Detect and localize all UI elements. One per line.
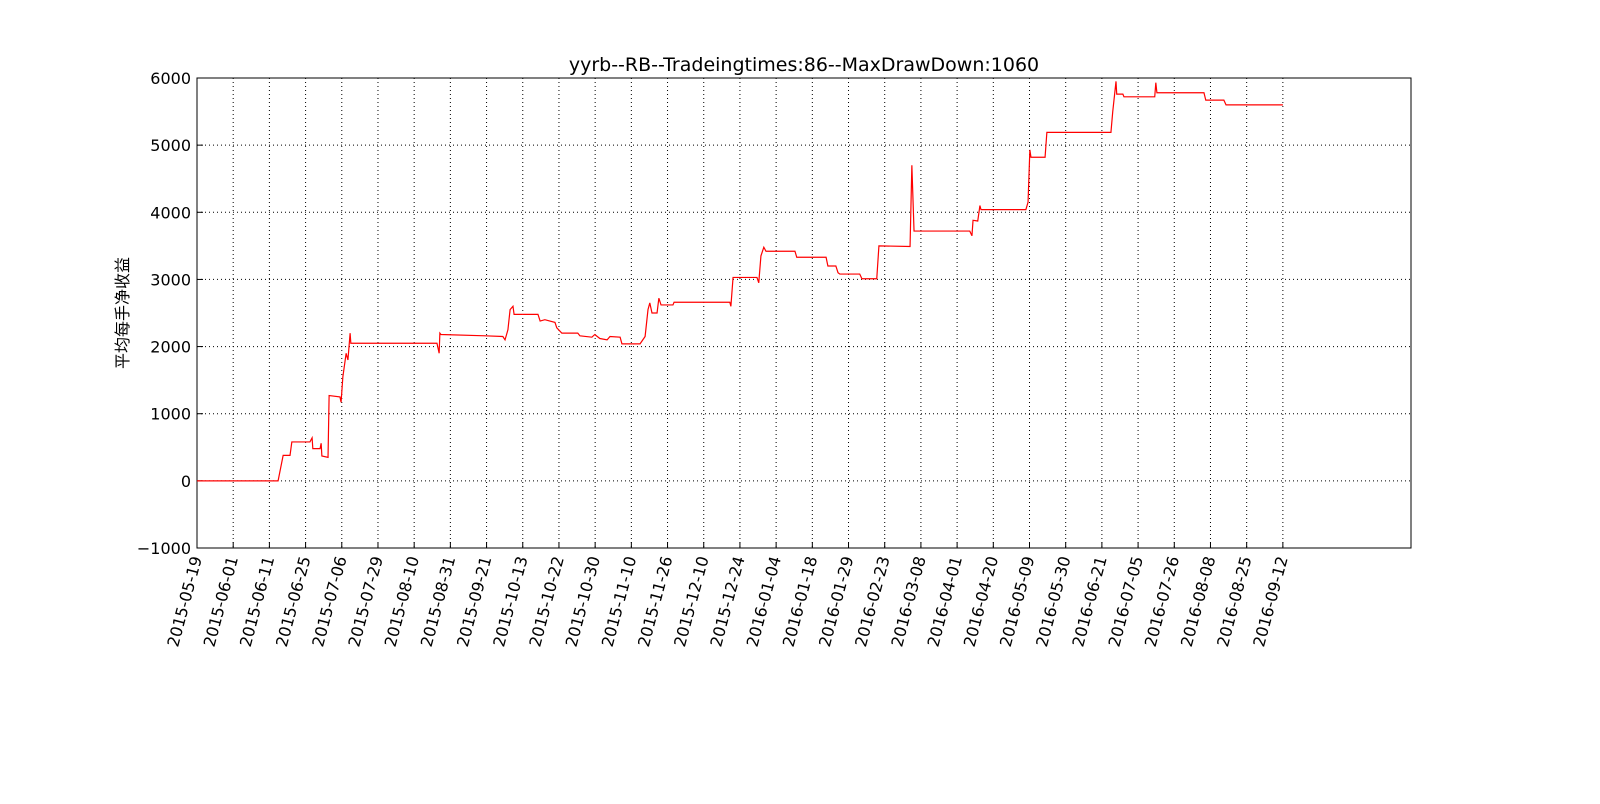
line-series — [197, 81, 1283, 482]
x-tick-label: 2015-10-13 — [489, 554, 531, 649]
x-tick-label: 2015-12-10 — [670, 554, 712, 649]
x-tick-label: 2016-08-08 — [1177, 554, 1219, 649]
x-tick-label: 2016-09-12 — [1249, 554, 1291, 649]
x-tick-label: 2015-09-21 — [453, 554, 495, 649]
x-tick-label: 2016-03-08 — [887, 554, 929, 649]
x-tick-label: 2015-07-29 — [344, 554, 386, 649]
x-tick-label: 2015-08-31 — [417, 554, 459, 649]
plot-frame — [196, 77, 1412, 549]
x-tick-label: 2016-08-25 — [1213, 554, 1255, 649]
x-tick-label: 2015-06-11 — [236, 554, 278, 649]
y-tick-label: −1000 — [137, 539, 191, 558]
x-tick-label: 2016-05-09 — [996, 554, 1038, 649]
x-tick-label: 2016-01-04 — [743, 554, 785, 649]
x-tick-label: 2016-07-26 — [1141, 554, 1183, 649]
x-tick-label: 2015-12-24 — [706, 554, 748, 649]
x-tick-label: 2015-10-30 — [562, 554, 604, 649]
x-tick-label: 2015-06-25 — [272, 554, 314, 649]
y-tick-label: 6000 — [150, 69, 191, 88]
x-tick-label: 2015-10-22 — [525, 554, 567, 649]
x-tick-label: 2015-11-10 — [598, 554, 640, 649]
x-tick-label: 2016-07-05 — [1105, 554, 1147, 649]
x-tick-label: 2016-04-20 — [960, 554, 1002, 649]
x-tick-label: 2015-08-10 — [381, 554, 423, 649]
x-tick-label: 2016-01-29 — [815, 554, 857, 649]
x-tick-label: 2016-06-21 — [1068, 554, 1110, 649]
x-tick-label: 2016-05-30 — [1032, 554, 1074, 649]
x-tick-label: 2016-04-01 — [924, 554, 966, 649]
y-tick-label: 4000 — [150, 203, 191, 222]
x-tick-label: 2015-06-01 — [200, 554, 242, 649]
y-axis-label: 平均每手净收益 — [113, 257, 132, 369]
y-tick-label: 2000 — [150, 338, 191, 357]
x-tick-label: 2016-01-18 — [779, 554, 821, 649]
chart-title: yyrb--RB--Tradeingtimes:86--MaxDrawDown:… — [569, 54, 1039, 76]
y-tick-label: 5000 — [150, 136, 191, 155]
x-tick-label: 2015-11-26 — [634, 554, 676, 649]
x-tick-label: 2015-07-06 — [308, 554, 350, 649]
y-tick-label: 1000 — [150, 405, 191, 424]
x-tick-label: 2016-02-23 — [851, 554, 893, 649]
y-tick-label: 0 — [181, 472, 191, 491]
x-tick-label: 2015-05-19 — [163, 554, 205, 649]
y-tick-label: 3000 — [150, 270, 191, 289]
